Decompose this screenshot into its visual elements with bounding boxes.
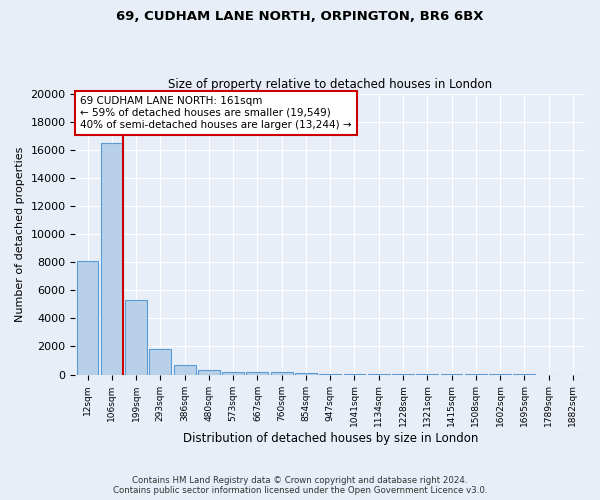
- Y-axis label: Number of detached properties: Number of detached properties: [15, 146, 25, 322]
- Text: 69, CUDHAM LANE NORTH, ORPINGTON, BR6 6BX: 69, CUDHAM LANE NORTH, ORPINGTON, BR6 6B…: [116, 10, 484, 23]
- Bar: [101, 142, 123, 374]
- Bar: [77, 261, 98, 374]
- Bar: [125, 300, 147, 374]
- X-axis label: Distribution of detached houses by size in London: Distribution of detached houses by size …: [182, 432, 478, 445]
- Bar: [271, 372, 293, 374]
- Text: Contains HM Land Registry data © Crown copyright and database right 2024.
Contai: Contains HM Land Registry data © Crown c…: [113, 476, 487, 495]
- Bar: [149, 348, 171, 374]
- Title: Size of property relative to detached houses in London: Size of property relative to detached ho…: [168, 78, 492, 91]
- Text: 69 CUDHAM LANE NORTH: 161sqm
← 59% of detached houses are smaller (19,549)
40% o: 69 CUDHAM LANE NORTH: 161sqm ← 59% of de…: [80, 96, 352, 130]
- Bar: [198, 370, 220, 374]
- Bar: [295, 373, 317, 374]
- Bar: [222, 372, 244, 374]
- Bar: [173, 365, 196, 374]
- Bar: [247, 372, 268, 374]
